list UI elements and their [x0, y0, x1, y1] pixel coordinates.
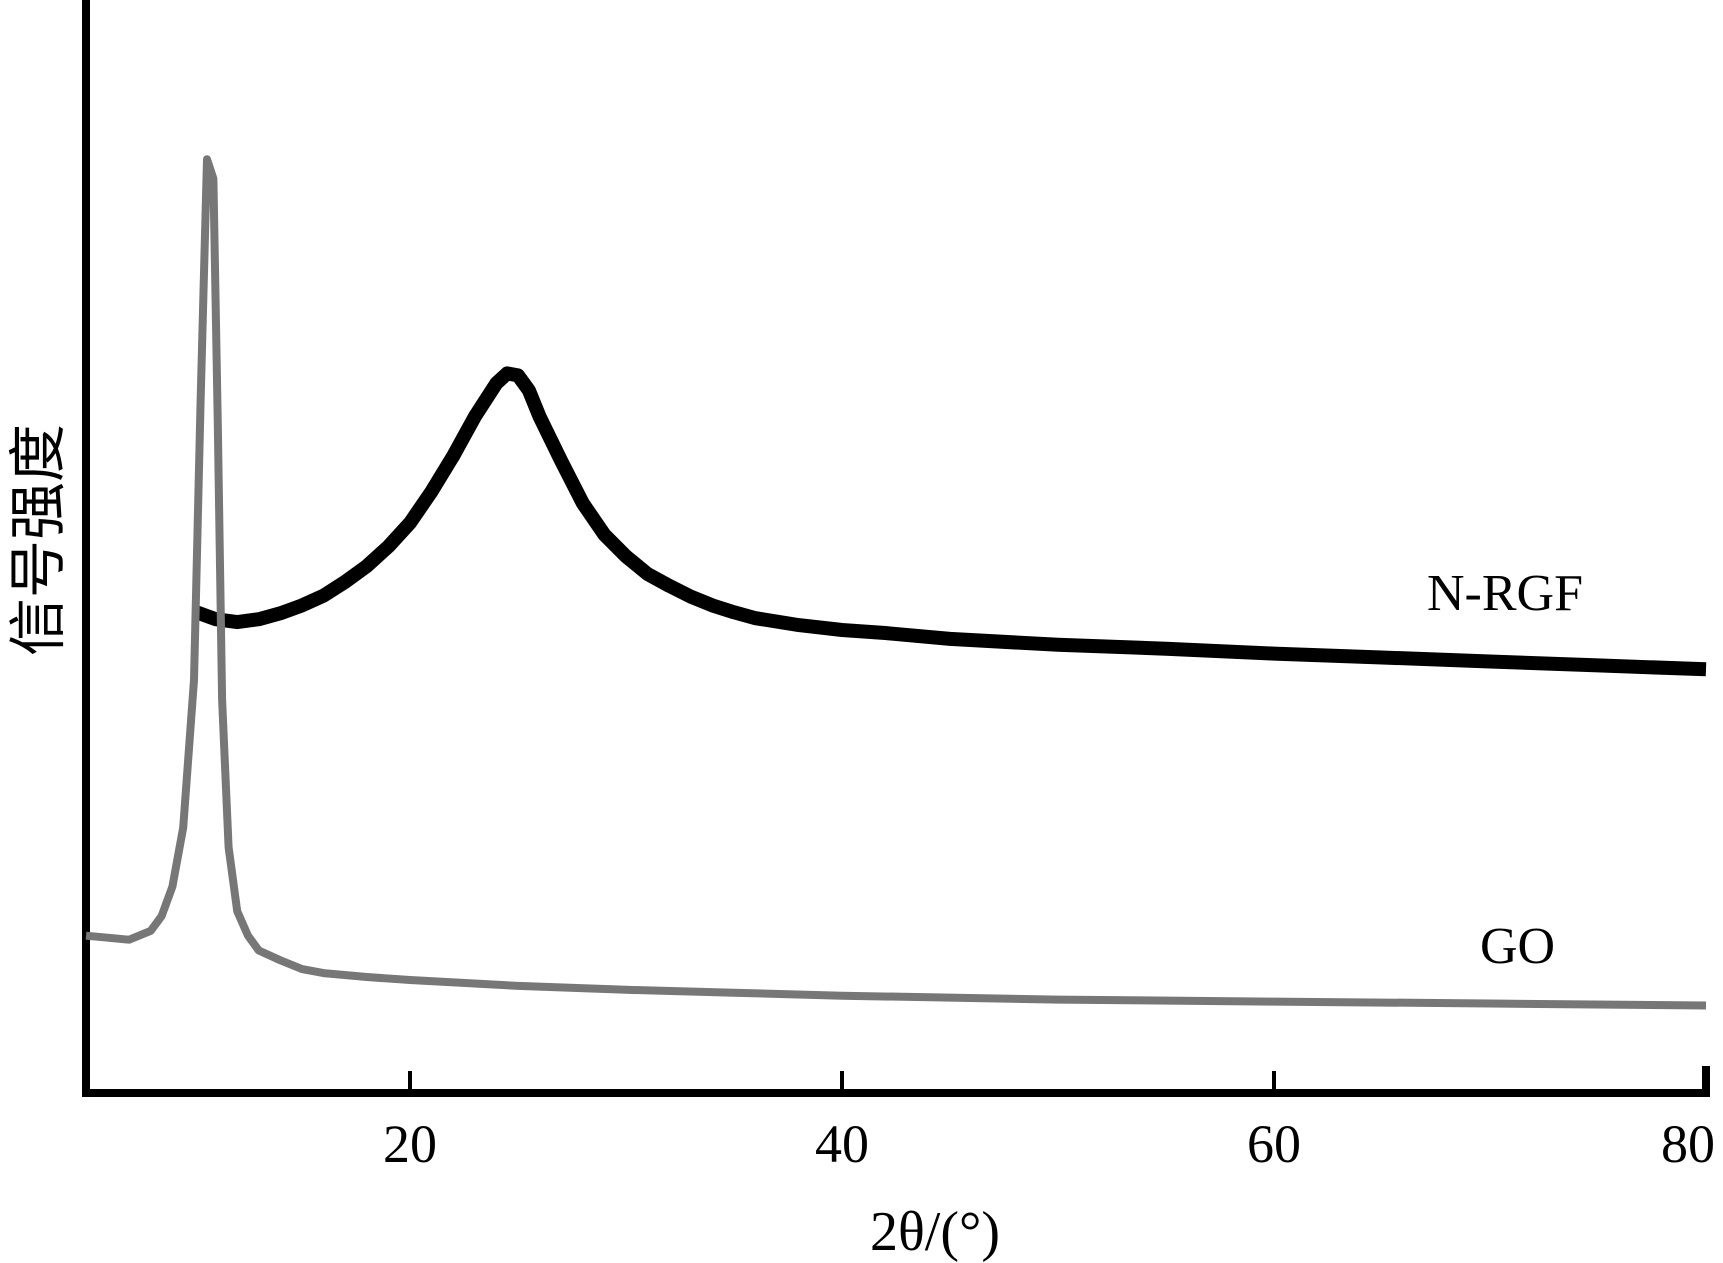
- series-label-go: GO: [1480, 918, 1555, 975]
- x-tick-label-60: 60: [1247, 1114, 1301, 1174]
- x-tick-label-80: 80: [1661, 1114, 1715, 1174]
- x-tick-label-20: 20: [383, 1114, 437, 1174]
- x-axis-title: 2θ/(°): [870, 1201, 1000, 1263]
- series-line-go: [85, 155, 1707, 1010]
- series-lines: [85, 155, 1707, 1010]
- series-label-n-rgf: N-RGF: [1427, 565, 1583, 622]
- x-tick-labels: 20 40 60 80: [383, 1114, 1715, 1174]
- x-ticks: [408, 1071, 1276, 1093]
- series-line-n-rgf: [191, 366, 1707, 677]
- y-axis-title: 信号强度: [4, 424, 72, 656]
- plot-area: 20 40 60 80: [82, 0, 1715, 1174]
- x-tick-label-40: 40: [815, 1114, 869, 1174]
